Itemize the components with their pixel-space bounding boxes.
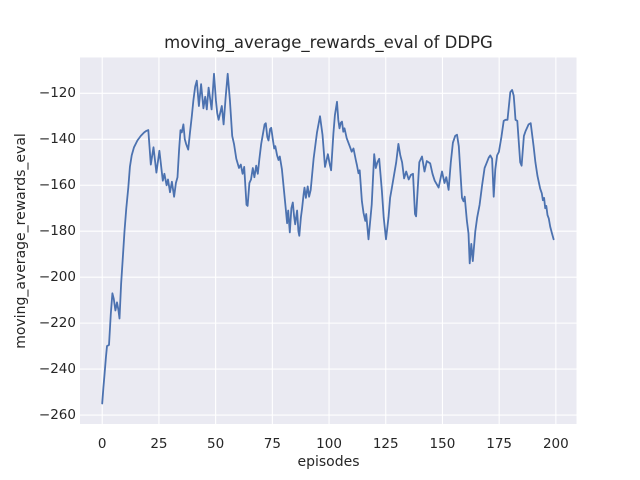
y-tick-label: −120 [38, 85, 76, 102]
y-tick-label: −240 [38, 361, 76, 378]
series-line [101, 72, 555, 405]
x-tick-label: 100 [316, 436, 342, 452]
x-axis-label: episodes [297, 454, 360, 470]
chart-title: moving_average_rewards_eval of DDPG [164, 33, 493, 52]
x-tick-label: 200 [542, 436, 569, 452]
x-tick-label: 175 [486, 436, 513, 452]
x-tick-label: 75 [263, 436, 281, 452]
y-tick-label: −140 [38, 131, 76, 148]
x-tick-label: 50 [207, 436, 225, 452]
y-tick-label: −180 [38, 223, 76, 240]
y-tick-label: −200 [38, 269, 76, 286]
x-tick-label: 125 [372, 436, 399, 452]
x-tick-label: 25 [150, 436, 168, 452]
x-tick-label: 0 [97, 436, 107, 452]
y-axis-label: moving_average_rewards_eval [13, 133, 29, 349]
y-tick-label: −220 [38, 315, 76, 332]
axes-background [80, 57, 577, 424]
y-tick-label: −160 [38, 177, 76, 194]
x-tick-label: 150 [429, 436, 456, 452]
y-tick-label: −260 [38, 407, 76, 424]
gridlines [80, 57, 577, 424]
